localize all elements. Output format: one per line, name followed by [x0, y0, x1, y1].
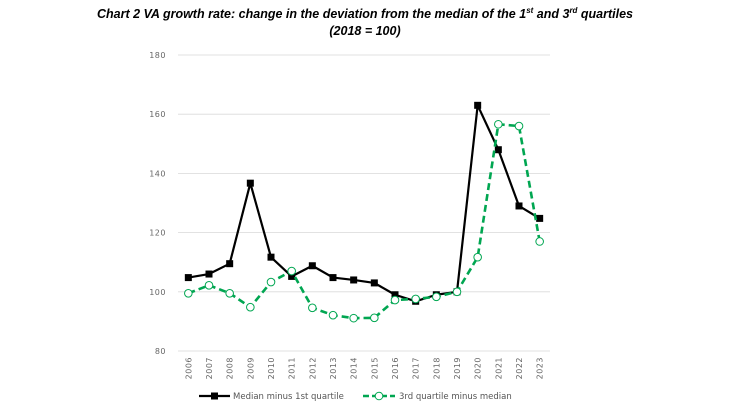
- data-point-square: [391, 291, 399, 299]
- x-tick-label: 2008: [226, 357, 235, 379]
- legend-marker-circle: [374, 391, 384, 401]
- data-point-circle: [204, 280, 214, 290]
- series-layer: [184, 101, 544, 323]
- data-point-circle: [473, 252, 482, 262]
- y-axis: 80 100 120 140 160 180: [149, 51, 166, 356]
- data-point-square: [267, 253, 275, 261]
- chart-title: Chart 2 VA growth rate: change in the de…: [0, 6, 730, 40]
- data-point-circle: [287, 266, 296, 276]
- data-point-circle: [184, 288, 193, 298]
- x-tick-label: 2014: [350, 357, 359, 379]
- x-tick-label: 2013: [329, 357, 338, 379]
- data-point-circle: [266, 277, 276, 287]
- y-tick-label: 100: [149, 288, 166, 297]
- x-tick-label: 2016: [391, 357, 400, 379]
- y-tick-label: 180: [149, 51, 166, 60]
- chart-title-line2: (2018 = 100): [329, 24, 401, 38]
- data-point-circle: [432, 292, 441, 302]
- data-point-circle: [308, 303, 317, 313]
- data-point-square: [246, 179, 254, 187]
- series-line-1: [187, 122, 541, 320]
- x-tick-label: 2020: [474, 357, 483, 379]
- x-tick-label: 2007: [205, 357, 214, 379]
- data-point-square: [288, 272, 296, 280]
- data-point-circle: [349, 313, 358, 323]
- x-tick-label: 2009: [246, 357, 255, 379]
- data-point-square: [515, 202, 523, 210]
- data-point-square: [536, 214, 544, 222]
- y-tick-label: 80: [155, 347, 166, 356]
- x-tick-label: 2021: [494, 357, 503, 379]
- legend-label: 3rd quartile minus median: [399, 392, 512, 402]
- series-line-0: [188, 104, 541, 303]
- data-point-square: [370, 279, 378, 287]
- gridlines: [178, 54, 550, 352]
- x-tick-label: 2019: [453, 357, 462, 379]
- data-point-circle: [411, 294, 420, 304]
- x-tick-label: 2010: [267, 357, 276, 379]
- data-point-circle: [452, 287, 462, 297]
- data-point-square: [205, 270, 213, 278]
- data-point-circle: [328, 310, 338, 320]
- data-point-square: [308, 262, 316, 270]
- data-point-square: [226, 260, 234, 268]
- data-point-circle: [535, 237, 544, 246]
- x-tick-label: 2006: [184, 357, 193, 379]
- data-point-circle: [494, 119, 503, 129]
- data-point-circle: [370, 313, 379, 323]
- data-point-square: [350, 276, 358, 284]
- legend-label: Median minus 1st quartile: [233, 392, 344, 402]
- x-tick-label: 2017: [412, 357, 421, 379]
- x-tick-label: 2011: [288, 357, 297, 379]
- data-point-circle: [390, 295, 400, 305]
- data-point-circle: [246, 302, 255, 312]
- x-tick-label: 2022: [515, 357, 524, 379]
- x-axis: 2006 2007 2008 2009 2010 2011 2012 2013 2014 2015…: [184, 357, 544, 379]
- y-tick-label: 120: [149, 229, 166, 238]
- x-tick-label: 2012: [308, 357, 317, 379]
- data-point-circle: [514, 121, 524, 131]
- data-point-square: [494, 146, 502, 154]
- data-point-square: [329, 274, 337, 282]
- chart-title-line1: Chart 2 VA growth rate: change in the de…: [96, 5, 634, 21]
- x-tick-label: 2018: [432, 357, 441, 379]
- data-point-square: [474, 101, 482, 109]
- y-tick-label: 160: [149, 110, 166, 119]
- data-point-circle: [225, 288, 234, 298]
- x-tick-label: 2023: [536, 357, 545, 379]
- x-tick-label: 2015: [370, 357, 379, 379]
- data-point-square: [184, 274, 192, 282]
- legend: Median minus 1st quartile 3rd quartile mi…: [199, 391, 512, 402]
- legend-marker-square: [211, 392, 218, 400]
- y-tick-label: 140: [149, 169, 166, 178]
